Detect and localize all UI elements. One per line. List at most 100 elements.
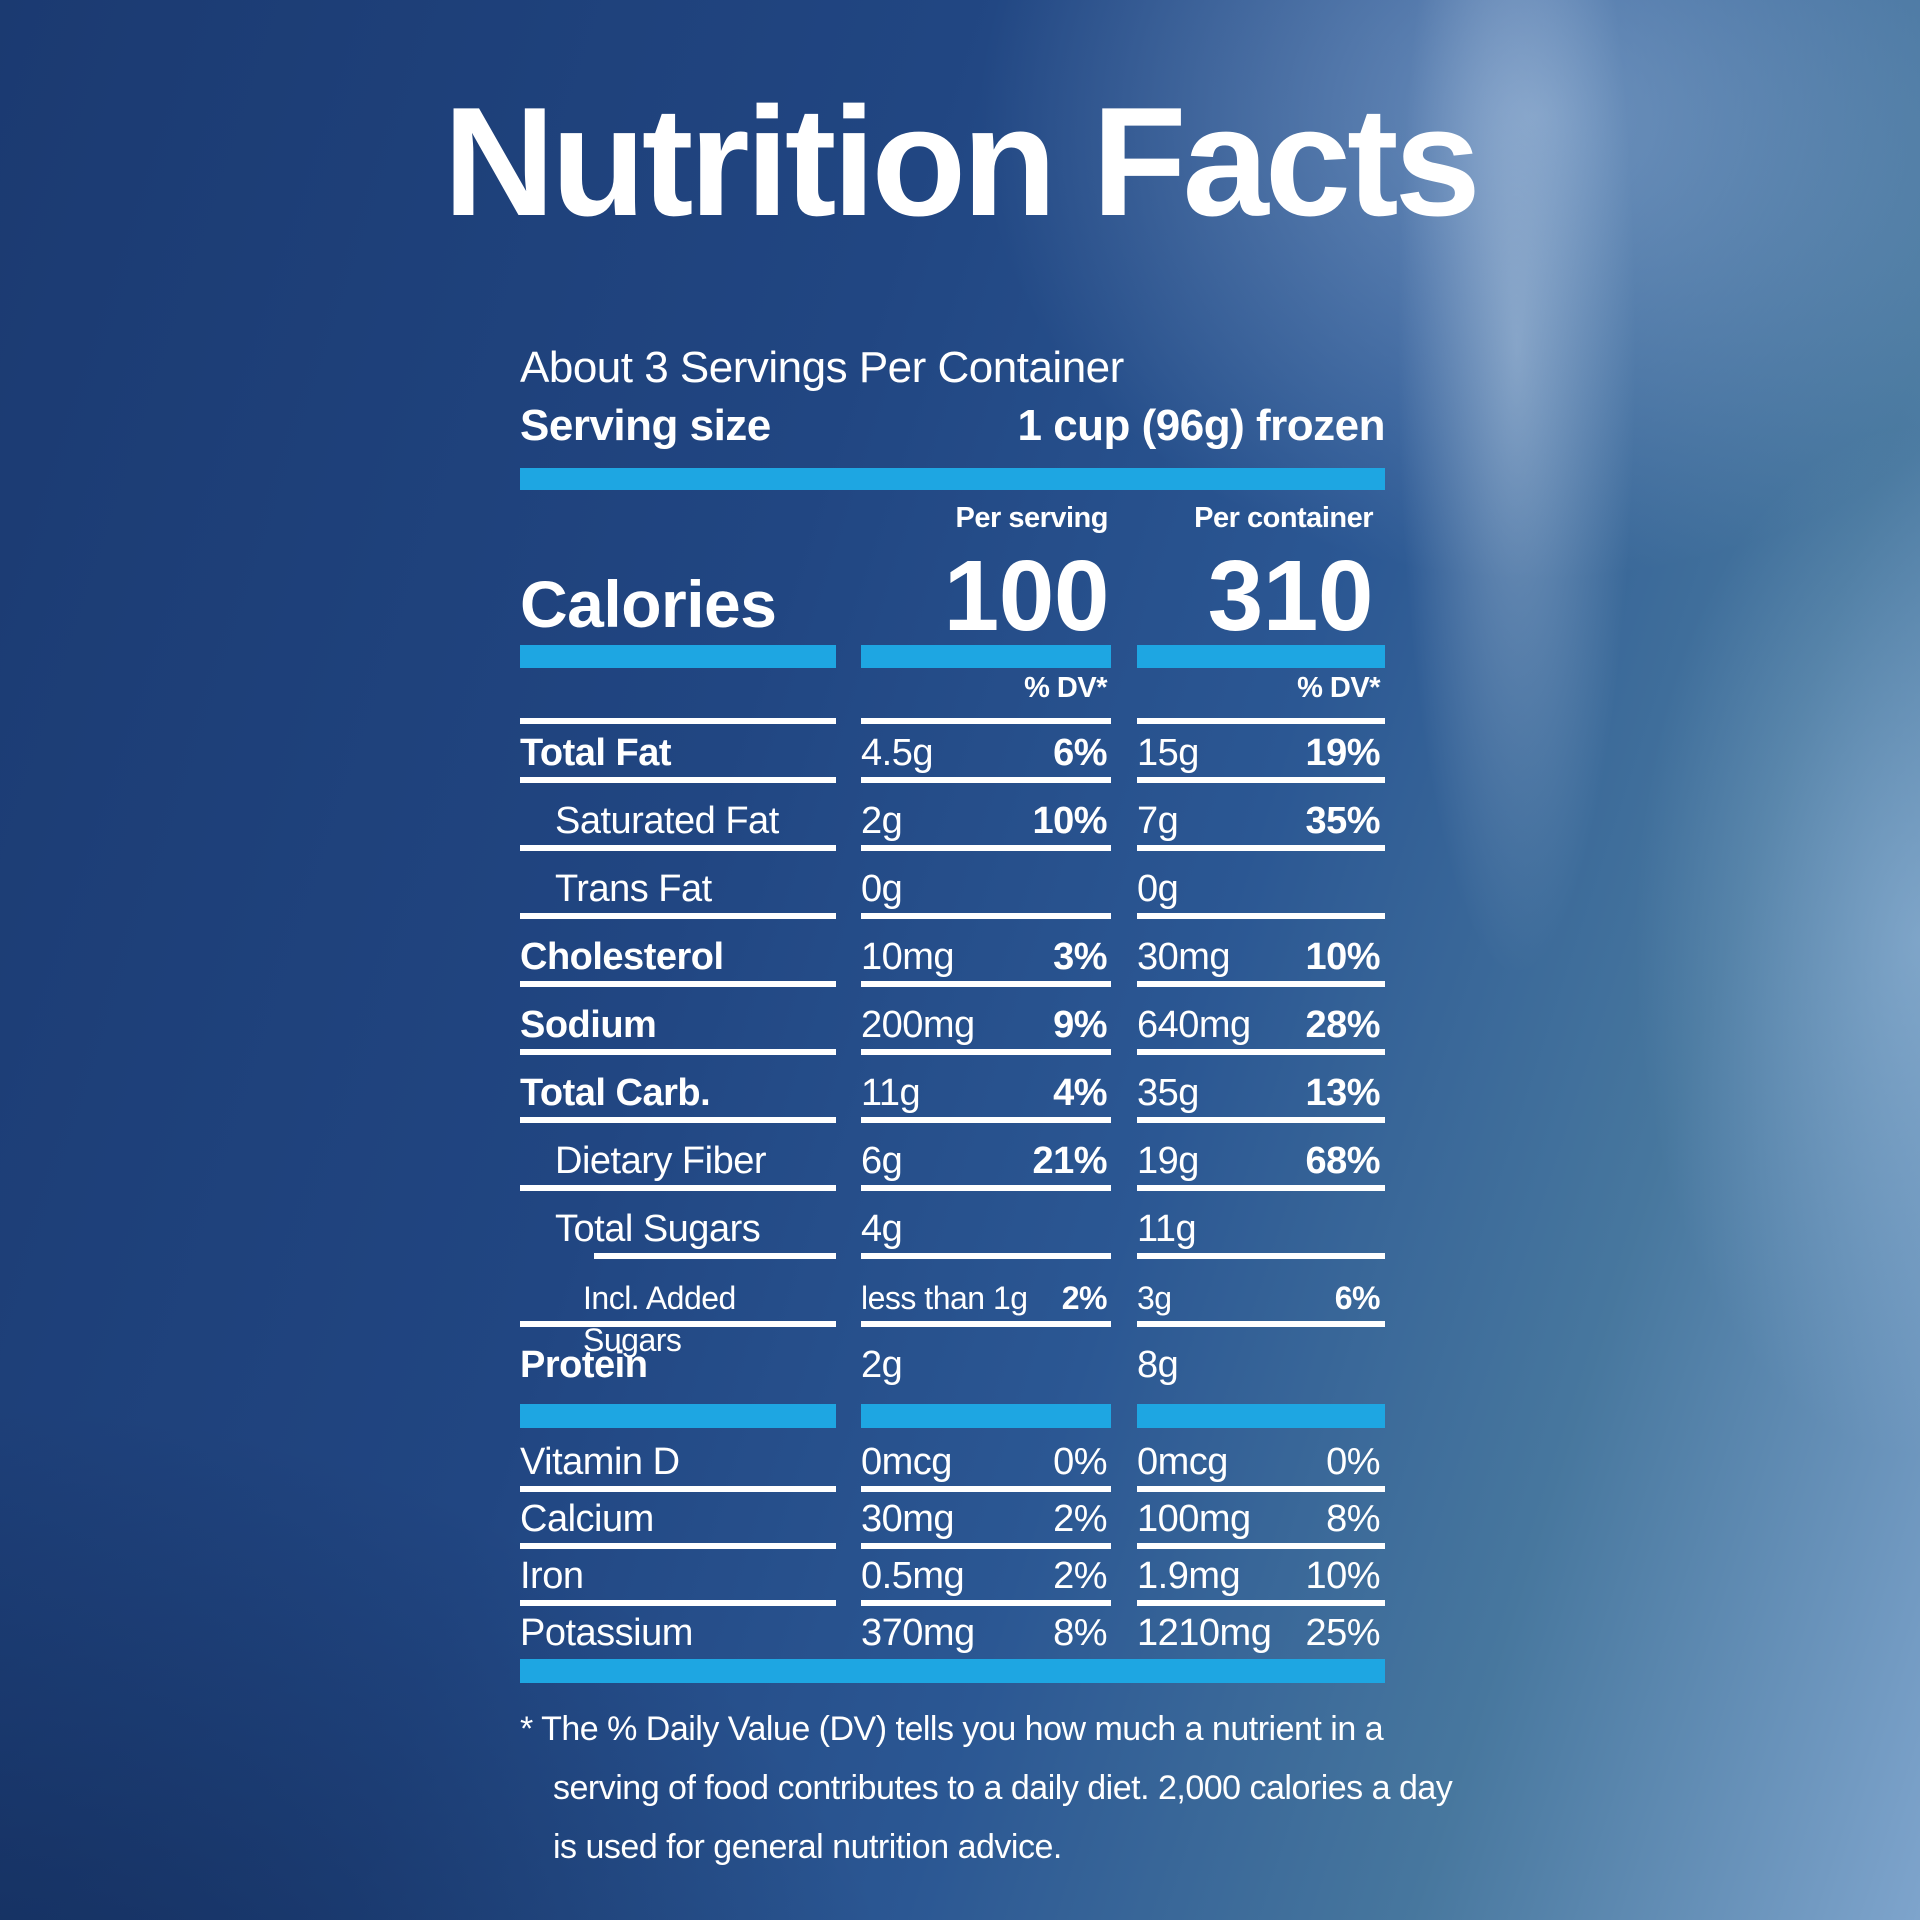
value-cell-per-container: 8g — [1137, 1345, 1385, 1385]
amount-per-container: 0mcg — [1137, 1441, 1228, 1483]
value-cell-per-container: 19g 68% — [1137, 1141, 1385, 1181]
amount-per-serving: 2g — [861, 1344, 903, 1386]
value-cell-per-serving: 2g — [861, 1345, 1111, 1385]
value-cell-per-serving: 6g 21% — [861, 1141, 1111, 1181]
dv-per-container: 68% — [1305, 1140, 1380, 1182]
value-cell-per-container: 640mg 28% — [1137, 1005, 1385, 1045]
serving-size-row: Serving size 1 cup (96g) frozen — [520, 403, 1385, 449]
nutrient-row: Trans Fat 0g 0g — [520, 866, 1385, 934]
calories-per-serving: 100 — [943, 540, 1110, 652]
nutrient-row: Sodium 200mg 9% 640mg 28% — [520, 1002, 1385, 1070]
value-cell-per-container: 0mcg 0% — [1137, 1442, 1385, 1482]
footnote-line: serving of food contributes to a daily d… — [553, 1769, 1453, 1807]
amount-per-container: 7g — [1137, 800, 1179, 842]
divider-bar-protein — [520, 1404, 1385, 1428]
footnote: * The % Daily Value (DV) tells you how m… — [520, 1700, 1453, 1877]
value-cell-per-serving: 4g — [861, 1209, 1111, 1249]
amount-per-serving: 200mg — [861, 1004, 975, 1046]
value-cell-per-serving: 0mcg 0% — [861, 1442, 1111, 1482]
dv-per-serving: 0% — [1053, 1441, 1107, 1483]
nutrient-label: Total Carb. — [520, 1072, 711, 1114]
dv-per-container: 19% — [1305, 732, 1380, 774]
value-cell-per-container: 1210mg 25% — [1137, 1613, 1385, 1653]
dv-per-container: 13% — [1305, 1072, 1380, 1114]
nutrient-label: Iron — [520, 1555, 584, 1597]
dv-header-per-container: % DV* — [1297, 672, 1380, 704]
amount-per-container: 8g — [1137, 1344, 1179, 1386]
dv-per-container: 6% — [1334, 1280, 1381, 1316]
amount-per-serving: 0g — [861, 868, 903, 910]
value-cell-per-serving: 10mg 3% — [861, 937, 1111, 977]
nutrient-row: Dietary Fiber 6g 21% 19g 68% — [520, 1138, 1385, 1206]
dv-per-serving: 3% — [1053, 936, 1107, 978]
calories-per-container: 310 — [1207, 540, 1374, 652]
nutrient-label: Dietary Fiber — [555, 1140, 767, 1182]
nutrient-row: Incl. Added Sugars less than 1g 2% 3g 6% — [520, 1274, 1385, 1358]
dv-header-row: % DV* % DV* — [520, 673, 1385, 724]
amount-per-serving: 4g — [861, 1208, 903, 1250]
amount-per-serving: 2g — [861, 800, 903, 842]
value-cell-per-container: 100mg 8% — [1137, 1499, 1385, 1539]
value-cell-per-serving: 4.5g 6% — [861, 733, 1111, 773]
nutrient-label: Potassium — [520, 1612, 693, 1654]
value-cell-per-serving: less than 1g 2% — [861, 1277, 1111, 1361]
amount-per-container: 1.9mg — [1137, 1555, 1241, 1597]
value-cell-per-container: 35g 13% — [1137, 1073, 1385, 1113]
value-cell-per-container: 11g — [1137, 1209, 1385, 1249]
value-cell-per-serving: 0g — [861, 869, 1111, 909]
value-cell-per-container: 7g 35% — [1137, 801, 1385, 841]
value-cell-per-container: 30mg 10% — [1137, 937, 1385, 977]
dv-per-serving: 21% — [1032, 1140, 1107, 1182]
amount-per-container: 30mg — [1137, 936, 1231, 978]
amount-per-serving: less than 1g — [861, 1280, 1028, 1316]
dv-per-container: 0% — [1326, 1441, 1380, 1483]
amount-per-container: 1210mg — [1137, 1612, 1272, 1654]
per-serving-header: Per serving — [955, 502, 1109, 534]
serving-size-value: 1 cup (96g) frozen — [1017, 401, 1386, 450]
dv-per-serving: 6% — [1053, 732, 1107, 774]
dv-per-container: 10% — [1305, 1555, 1380, 1597]
amount-per-container: 100mg — [1137, 1498, 1251, 1540]
nutrient-label: Calcium — [520, 1498, 654, 1540]
amount-per-container: 3g — [1137, 1280, 1172, 1316]
column-headers: Per serving Per container — [520, 502, 1385, 535]
amount-per-serving: 6g — [861, 1140, 903, 1182]
amount-per-container: 15g — [1137, 732, 1199, 774]
nutrient-label: Sodium — [520, 1004, 657, 1046]
value-cell-per-container: 15g 19% — [1137, 733, 1385, 773]
amount-per-container: 19g — [1137, 1140, 1199, 1182]
amount-per-container: 640mg — [1137, 1004, 1251, 1046]
nutrient-label: Vitamin D — [520, 1441, 680, 1483]
dv-header-per-serving: % DV* — [1024, 672, 1107, 704]
vitamin-row: Iron 0.5mg 2% 1.9mg 10% — [520, 1553, 1385, 1610]
value-cell-per-serving: 0.5mg 2% — [861, 1556, 1111, 1596]
nutrient-label: Total Sugars — [555, 1208, 761, 1250]
dv-per-serving: 9% — [1053, 1004, 1107, 1046]
dv-per-serving: 2% — [1053, 1555, 1107, 1597]
amount-per-serving: 11g — [861, 1072, 921, 1114]
amount-per-container: 0g — [1137, 868, 1179, 910]
nutrient-label: Protein — [520, 1344, 648, 1386]
calories-label: Calories — [520, 567, 777, 642]
dv-per-serving: 2% — [1061, 1280, 1108, 1316]
amount-per-serving: 10mg — [861, 936, 955, 978]
nutrition-facts-panel: About 3 Servings Per Container Serving s… — [520, 345, 1453, 1877]
value-cell-per-container: 1.9mg 10% — [1137, 1556, 1385, 1596]
page-title: Nutrition Facts — [443, 75, 1481, 248]
nutrient-rows: Total Fat 4.5g 6% 15g 19% Saturated Fat 2g 10% 7… — [520, 730, 1385, 1398]
amount-per-serving: 4.5g — [861, 732, 933, 774]
nutrient-label: Trans Fat — [555, 868, 712, 910]
amount-per-serving: 0.5mg — [861, 1555, 965, 1597]
amount-per-serving: 0mcg — [861, 1441, 952, 1483]
footnote-line: is used for general nutrition advice. — [553, 1828, 1062, 1866]
dv-per-serving: 4% — [1053, 1072, 1107, 1114]
per-container-header: Per container — [1194, 502, 1373, 534]
amount-per-container: 35g — [1137, 1072, 1199, 1114]
value-cell-per-container: 3g 6% — [1137, 1277, 1385, 1361]
dv-per-serving: 2% — [1053, 1498, 1107, 1540]
value-cell-per-serving: 370mg 8% — [861, 1613, 1111, 1653]
dv-per-container: 35% — [1305, 800, 1380, 842]
footnote-line: * The % Daily Value (DV) tells you how m… — [520, 1710, 1384, 1748]
calories-row: Calories 100 310 — [520, 537, 1385, 652]
